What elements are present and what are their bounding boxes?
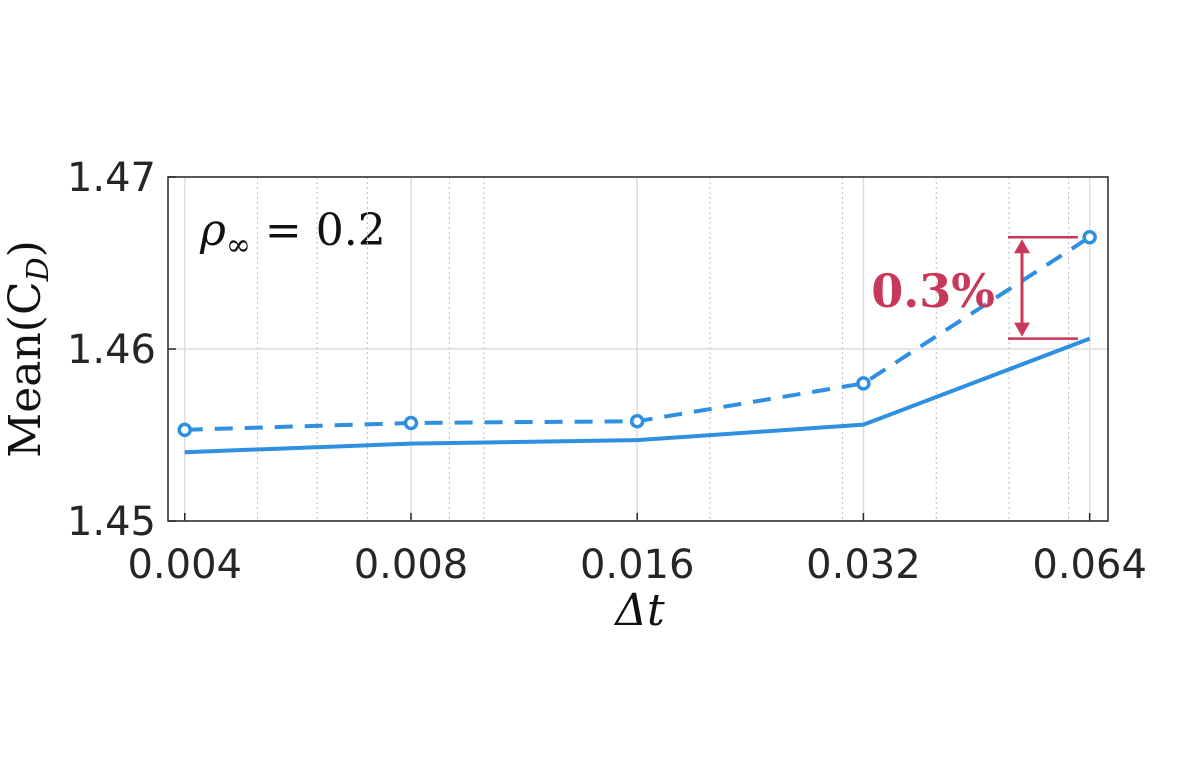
marker xyxy=(856,376,871,391)
arrow-head xyxy=(1014,239,1030,254)
marker xyxy=(629,413,645,429)
x-axis-label: Δt xyxy=(613,585,665,636)
y-axis-label-sub: D xyxy=(21,257,56,282)
marker xyxy=(403,415,419,431)
y-axis-label-part: ) xyxy=(0,240,51,257)
x-tick-label: 0.008 xyxy=(354,542,469,588)
marker xyxy=(177,422,192,438)
y-axis-label: Mean(CD) xyxy=(0,240,56,458)
x-tick-label: 0.016 xyxy=(580,542,695,588)
y-tick-label: 1.46 xyxy=(67,327,156,373)
param-sub: ∞ xyxy=(226,228,251,263)
y-axis-label-part: Mean(C xyxy=(0,281,51,458)
plot-frame xyxy=(167,176,1109,522)
x-tick-label: 0.004 xyxy=(127,542,242,588)
y-tick-label: 1.45 xyxy=(67,499,156,545)
x-tick-label: 0.032 xyxy=(806,542,921,588)
param-annotation: ρ∞ = 0.2 xyxy=(199,205,386,263)
param-symbol: ρ xyxy=(199,205,226,256)
x-tick-label: 0.064 xyxy=(1032,542,1147,588)
series-line xyxy=(184,336,1091,455)
param-value: = 0.2 xyxy=(251,205,386,256)
marker xyxy=(1082,229,1097,245)
y-tick-label: 1.47 xyxy=(67,155,156,201)
difference-label: 0.3% xyxy=(871,264,995,318)
arrow-head xyxy=(1014,322,1030,337)
